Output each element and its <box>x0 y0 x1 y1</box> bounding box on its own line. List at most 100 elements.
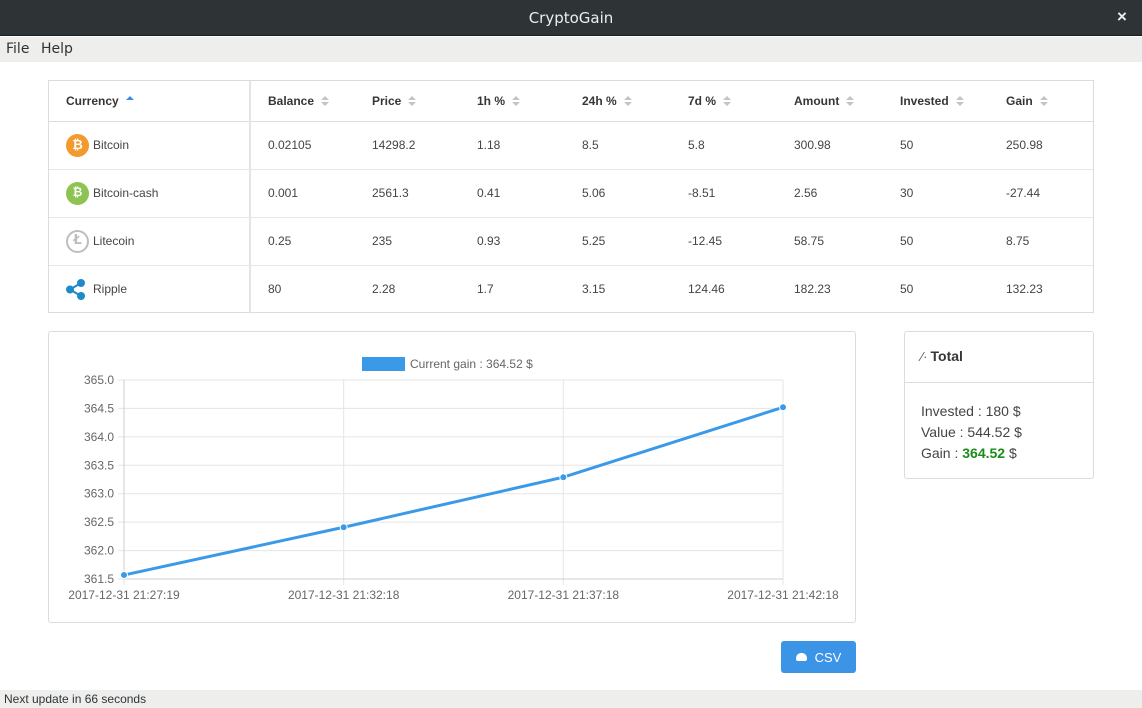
column-header-invested[interactable]: Invested <box>883 81 989 122</box>
currency-name: Litecoin <box>93 234 135 248</box>
cell-price: 235 <box>372 234 393 248</box>
gain-chart: 365.0 364.5 364.0 363.5 363.0 362.5 362.0 361.5… <box>48 331 856 623</box>
csv-button-label: CSV <box>814 649 842 665</box>
status-bar: Next update in 66 seconds <box>0 690 1142 708</box>
cell-balance: 0.001 <box>268 186 299 200</box>
sort-icon <box>125 96 134 107</box>
legend-label: Current gain : 364.52 $ <box>410 357 533 371</box>
column-header-currency[interactable]: Currency <box>49 81 251 122</box>
bitcoin-icon: ₿ <box>66 133 89 157</box>
menu-help[interactable]: Help <box>41 41 73 57</box>
cell-7d: 5.8 <box>688 138 705 152</box>
total-gain: Gain : 364.52 $ <box>921 445 1017 461</box>
litecoin-icon: Ł <box>66 229 89 253</box>
table-row: ₿ Bitcoin-cash 0.001 2561.3 0.41 5.06 -8.… <box>49 169 1093 217</box>
column-header-7d[interactable]: 7d % <box>671 81 777 122</box>
menu-bar: File Help <box>0 37 1142 62</box>
data-point <box>120 571 128 580</box>
column-header-24h[interactable]: 24h % <box>565 81 671 122</box>
cell-gain: -27.44 <box>1006 186 1041 200</box>
cell-gain: 250.98 <box>1006 138 1043 152</box>
total-title: Total <box>930 348 963 364</box>
table-row: Ł Litecoin 0.25 235 0.93 5.25 -12.45 58.7… <box>49 217 1093 265</box>
cell-balance: 0.25 <box>268 234 292 248</box>
sort-icon <box>512 96 521 107</box>
column-header-balance[interactable]: Balance <box>250 81 355 122</box>
y-tick-label: 363.5 <box>84 458 114 472</box>
y-tick-label: 364.0 <box>84 430 114 444</box>
currency-name: Bitcoin <box>93 138 130 152</box>
currency-name: Ripple <box>93 282 128 297</box>
table-row: ₿ Bitcoin 0.02105 14298.2 1.18 8.5 5.8 30… <box>49 121 1093 169</box>
cell-7d: -12.45 <box>688 234 723 248</box>
sort-icon <box>1039 96 1048 107</box>
total-panel: ⁄· Total Invested : 180 $ Value : 544.52 … <box>904 331 1094 479</box>
cell-price: 2.28 <box>372 282 396 297</box>
cloud-download-icon <box>795 653 807 661</box>
y-tick-label: 361.5 <box>84 572 114 586</box>
total-gain-value: 364.52 <box>962 445 1006 461</box>
x-tick-label: 2017-12-31 21:37:18 <box>508 588 620 602</box>
sort-icon <box>955 96 964 107</box>
total-invested: Invested : 180 $ <box>921 403 1021 419</box>
cell-24h: 5.06 <box>582 186 606 200</box>
cell-7d: 124.46 <box>688 282 725 297</box>
cell-gain: 132.23 <box>1006 282 1043 297</box>
y-tick-label: 365.0 <box>84 373 114 387</box>
title-bar: CryptoGain × <box>0 0 1142 36</box>
total-value: Value : 544.52 $ <box>921 424 1022 440</box>
cell-invested: 50 <box>900 282 914 297</box>
y-tick-label: 363.0 <box>84 487 114 501</box>
cell-price: 2561.3 <box>372 186 409 200</box>
cell-gain: 8.75 <box>1006 234 1030 248</box>
column-header-1h[interactable]: 1h % <box>460 81 565 122</box>
column-header-amount[interactable]: Amount <box>777 81 883 122</box>
x-tick-label: 2017-12-31 21:42:18 <box>727 588 839 602</box>
cell-1h: 1.18 <box>477 138 501 152</box>
table-row: Ripple 80 2.28 1.7 3.15 124.46 182.23 50… <box>49 265 1093 313</box>
currency-name: Bitcoin-cash <box>93 186 159 200</box>
cell-amount: 182.23 <box>794 282 831 297</box>
menu-file[interactable]: File <box>6 41 30 57</box>
cell-1h: 1.7 <box>477 282 494 297</box>
data-point <box>559 473 568 482</box>
sort-icon <box>723 96 732 107</box>
y-tick-label: 364.5 <box>84 401 114 415</box>
cell-invested: 30 <box>900 186 914 200</box>
cell-24h: 5.25 <box>582 234 606 248</box>
currency-table: Currency Balance Price 1h % 24h % 7d % A… <box>48 80 1094 313</box>
cell-balance: 80 <box>268 282 282 297</box>
sort-icon <box>321 96 330 107</box>
y-tick-label: 362.5 <box>84 515 114 529</box>
bitcoin-cash-icon: ₿ <box>66 181 89 205</box>
cell-balance: 0.02105 <box>268 138 312 152</box>
cell-amount: 300.98 <box>794 138 831 152</box>
cell-1h: 0.93 <box>477 234 501 248</box>
window-title: CryptoGain <box>528 9 614 27</box>
x-tick-label: 2017-12-31 21:27:19 <box>68 588 180 602</box>
cell-invested: 50 <box>900 234 914 248</box>
legend-swatch <box>362 357 405 371</box>
cell-amount: 2.56 <box>794 186 818 200</box>
csv-button[interactable]: CSV <box>781 641 856 673</box>
sort-icon <box>623 96 632 107</box>
cell-invested: 50 <box>900 138 914 152</box>
series-line <box>123 405 784 577</box>
cell-price: 14298.2 <box>372 138 416 152</box>
cell-7d: -8.51 <box>688 186 716 200</box>
chart-svg: 365.0 364.5 364.0 363.5 363.0 362.5 362.0 361.5… <box>68 357 839 602</box>
cell-24h: 8.5 <box>582 138 599 152</box>
column-header-price[interactable]: Price <box>355 81 460 122</box>
sort-icon <box>408 96 417 107</box>
close-icon[interactable]: × <box>1117 7 1127 26</box>
y-tick-label: 362.0 <box>84 544 114 558</box>
status-text: Next update in 66 seconds <box>4 692 147 706</box>
cell-24h: 3.15 <box>582 282 606 297</box>
x-tick-label: 2017-12-31 21:32:18 <box>288 588 400 602</box>
column-header-gain[interactable]: Gain <box>989 81 1093 122</box>
data-point <box>339 523 348 532</box>
data-point <box>779 403 787 412</box>
cell-1h: 0.41 <box>477 186 501 200</box>
pulse-icon: ⁄· <box>921 349 928 364</box>
sort-icon <box>846 96 855 107</box>
